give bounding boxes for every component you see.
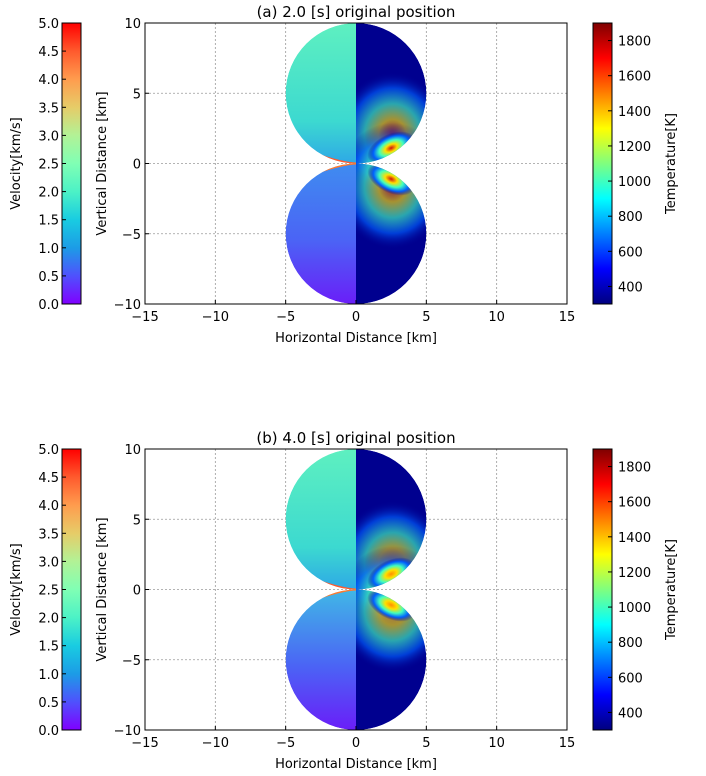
y-tick-label: 0 [133,584,141,599]
temperature-tick-label: 1600 [618,70,651,85]
temperature-colorbar-label: Temperature[K] [664,113,679,215]
x-tick-label: 5 [422,310,430,325]
velocity-tick-label: 3.5 [38,527,59,542]
y-tick-label: 5 [133,513,141,528]
velocity-tick-label: 1.0 [38,242,59,257]
chart-title: (a) 2.0 [s] original position [257,3,456,21]
body-clip [285,449,427,730]
temperature-tick-label: 1200 [618,566,651,581]
velocity-tick-label: 4.0 [38,73,59,88]
temperature-tick-label: 1000 [618,601,651,616]
x-tick-label: −15 [131,310,158,325]
y-tick-label: −5 [122,228,141,243]
temperature-tick-label: 1000 [618,175,651,190]
y-tick-label: 10 [124,443,141,458]
temperature-colorbar-label: Temperature[K] [664,539,679,641]
temperature-tick-label: 1200 [618,140,651,155]
temperature-tick-label: 600 [618,671,643,686]
chart-title: (b) 4.0 [s] original position [256,429,455,447]
x-tick-label: −10 [202,310,229,325]
x-tick-label: −5 [276,736,295,751]
x-tick-label: −15 [131,736,158,751]
velocity-tick-label: 1.0 [38,668,59,683]
velocity-tick-label: 3.5 [38,101,59,116]
temperature-tick-label: 1400 [618,105,651,120]
velocity-tick-label: 5.0 [38,443,59,458]
y-tick-label: 0 [133,158,141,173]
y-tick-label: −10 [114,724,141,739]
x-tick-label: 5 [422,736,430,751]
velocity-colorbar-label: Velocity[km/s] [9,117,24,210]
y-axis-label: Vertical Distance [km] [95,517,110,661]
x-tick-label: −10 [202,736,229,751]
velocity-tick-label: 5.0 [38,17,59,32]
x-tick-label: 10 [488,736,505,751]
x-axis-label: Horizontal Distance [km] [275,757,437,772]
y-tick-label: 5 [133,87,141,102]
velocity-tick-label: 2.5 [38,158,59,173]
x-tick-label: 0 [352,310,360,325]
velocity-tick-label: 3.0 [38,555,59,570]
temperature-colorbar [592,448,613,731]
temperature-tick-label: 800 [618,636,643,651]
y-tick-label: −10 [114,298,141,313]
x-tick-label: 15 [559,736,576,751]
temperature-tick-label: 1800 [618,461,651,476]
temperature-field [356,449,427,730]
velocity-tick-label: 4.0 [38,499,59,514]
temperature-tick-label: 400 [618,706,643,721]
velocity-tick-label: 1.5 [38,214,59,229]
x-axis-label: Horizontal Distance [km] [275,331,437,346]
x-tick-label: 0 [352,736,360,751]
velocity-colorbar-label: Velocity[km/s] [9,543,24,636]
y-tick-label: −5 [122,654,141,669]
velocity-tick-label: 4.5 [38,471,59,486]
y-axis-label: Vertical Distance [km] [95,91,110,235]
velocity-tick-label: 2.0 [38,186,59,201]
body-clip [285,23,427,304]
velocity-tick-label: 4.5 [38,45,59,60]
x-tick-label: 10 [488,310,505,325]
velocity-tick-label: 0.0 [38,298,59,313]
x-tick-label: 15 [559,310,576,325]
velocity-tick-label: 0.0 [38,724,59,739]
temperature-tick-label: 1400 [618,531,651,546]
temperature-tick-label: 600 [618,245,643,260]
temperature-tick-label: 800 [618,210,643,225]
velocity-tick-label: 0.5 [38,696,59,711]
velocity-tick-label: 2.0 [38,612,59,627]
temperature-colorbar [592,22,613,305]
velocity-tick-label: 0.5 [38,270,59,285]
y-tick-label: 10 [124,17,141,32]
velocity-tick-label: 2.5 [38,584,59,599]
temperature-tick-label: 400 [618,280,643,295]
temperature-tick-label: 1800 [618,35,651,50]
temperature-tick-label: 1600 [618,496,651,511]
velocity-tick-label: 3.0 [38,129,59,144]
velocity-tick-label: 1.5 [38,640,59,655]
x-tick-label: −5 [276,310,295,325]
